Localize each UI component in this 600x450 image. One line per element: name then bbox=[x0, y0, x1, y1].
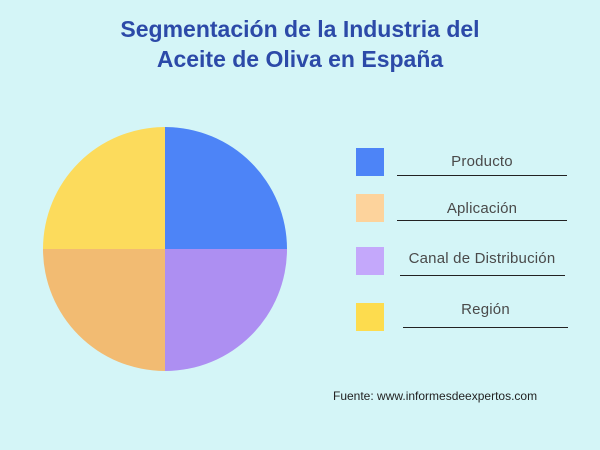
chart-title: Segmentación de la Industria del Aceite … bbox=[0, 14, 600, 74]
legend-swatch-canal-de-distribucion bbox=[356, 247, 384, 275]
legend-underline-region bbox=[403, 327, 568, 328]
legend-swatch-region bbox=[356, 303, 384, 331]
pie-slice-aplicacion bbox=[43, 249, 165, 371]
legend-underline-aplicacion bbox=[397, 220, 567, 221]
legend-label-region: Región bbox=[461, 301, 510, 318]
source-note: Fuente: www.informesdeexpertos.com bbox=[333, 389, 538, 403]
legend-label-aplicacion: Aplicación bbox=[446, 200, 518, 217]
legend-underline-canal-de-distribucion bbox=[400, 275, 565, 276]
legend-swatch-producto bbox=[356, 148, 384, 176]
chart-title-line-1: Segmentación de la Industria del bbox=[120, 16, 480, 42]
pie-slice-producto bbox=[165, 127, 287, 249]
chart-title-line-2: Aceite de Oliva en España bbox=[156, 46, 444, 72]
pie-slice-region bbox=[43, 127, 165, 249]
legend-underline-producto bbox=[397, 175, 567, 176]
legend-label-producto: Producto bbox=[451, 153, 513, 170]
legend-label-canal-de-distribucion: Canal de Distribución bbox=[408, 250, 556, 267]
legend-swatch-aplicacion bbox=[356, 194, 384, 222]
pie-slice-canal-de-distribucion bbox=[165, 249, 287, 371]
